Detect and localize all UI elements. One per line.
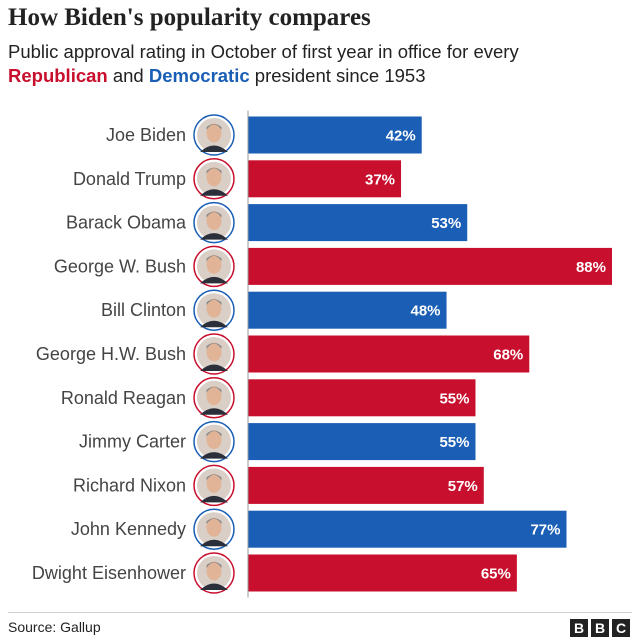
portrait-hair (206, 211, 222, 218)
bar-value-label: 55% (439, 434, 469, 451)
portrait-suit (200, 495, 228, 503)
bbc-logo-block: B (570, 619, 588, 637)
bar (248, 466, 484, 504)
chart-title: How Biden's popularity compares (8, 4, 371, 31)
category-label: Ronald Reagan (61, 388, 186, 408)
bar (248, 510, 567, 548)
bbc-logo: B B C (570, 619, 630, 637)
bar (248, 116, 422, 154)
bar (248, 160, 402, 198)
portrait-face (206, 211, 222, 231)
portrait-hair (206, 343, 222, 349)
portrait-hair (206, 430, 222, 437)
portrait-face (206, 167, 222, 187)
portrait-hair (206, 562, 222, 568)
subtitle-text-3: president since 1953 (249, 65, 426, 86)
category-label: Dwight Eisenhower (32, 563, 186, 583)
bar (248, 291, 447, 329)
portrait-suit (200, 408, 228, 415)
bar (248, 204, 468, 242)
portrait-face (206, 123, 222, 143)
portrait-suit (200, 145, 228, 152)
category-label: Donald Trump (73, 169, 186, 189)
portrait-hair (206, 386, 222, 393)
bar-value-label: 48% (411, 303, 441, 320)
category-label: George H.W. Bush (36, 344, 186, 364)
portrait-face (206, 386, 222, 406)
portrait-suit (200, 276, 228, 284)
category-label: Bill Clinton (101, 300, 186, 320)
bar-value-label: 68% (493, 347, 523, 364)
subtitle-republican: Republican (8, 65, 108, 86)
bar-value-label: 77% (530, 522, 560, 539)
portrait-face (206, 430, 222, 450)
portrait-suit (200, 233, 228, 240)
bar-value-label: 53% (431, 215, 461, 232)
category-label: Richard Nixon (73, 475, 186, 495)
portrait-suit (200, 320, 228, 328)
category-label: George W. Bush (54, 256, 186, 276)
category-label: Barack Obama (66, 213, 187, 233)
bar (248, 554, 517, 592)
bar (248, 247, 612, 285)
portrait-suit (200, 583, 228, 590)
portrait-face (206, 561, 222, 581)
footer-divider (8, 612, 632, 613)
portrait-hair (206, 518, 222, 525)
category-label: John Kennedy (71, 519, 186, 539)
portrait-hair (206, 299, 222, 306)
bar-value-label: 65% (481, 566, 511, 583)
category-label: Joe Biden (106, 125, 186, 145)
bar-value-label: 37% (365, 171, 395, 188)
portrait-face (206, 254, 222, 274)
bar-value-label: 57% (448, 478, 478, 495)
category-label: Jimmy Carter (79, 432, 186, 452)
source-note: Source: Gallup (8, 619, 101, 635)
portrait-face (206, 342, 222, 362)
bbc-logo-block: C (612, 619, 630, 637)
subtitle-democratic: Democratic (148, 65, 250, 86)
portrait-face (206, 473, 222, 493)
bar-value-label: 55% (439, 390, 469, 407)
bar-value-label: 88% (576, 259, 606, 276)
portrait-hair (206, 255, 222, 262)
portrait-hair (206, 124, 222, 130)
portrait-suit (200, 539, 228, 547)
bbc-logo-block: B (591, 619, 609, 637)
bar (248, 423, 476, 461)
subtitle-text-2: and (107, 65, 149, 86)
portrait-face (206, 517, 222, 537)
chart-subtitle: Public approval rating in October of fir… (8, 40, 608, 88)
portrait-hair (206, 474, 222, 481)
bar (248, 379, 476, 417)
portrait-suit (200, 189, 228, 196)
portrait-face (206, 298, 222, 318)
subtitle-text-1: Public approval rating in October of fir… (8, 41, 519, 62)
portrait-hair (206, 167, 222, 174)
portrait-suit (200, 364, 228, 371)
bar-value-label: 42% (386, 128, 416, 145)
bar (248, 335, 530, 373)
portrait-suit (200, 452, 228, 459)
